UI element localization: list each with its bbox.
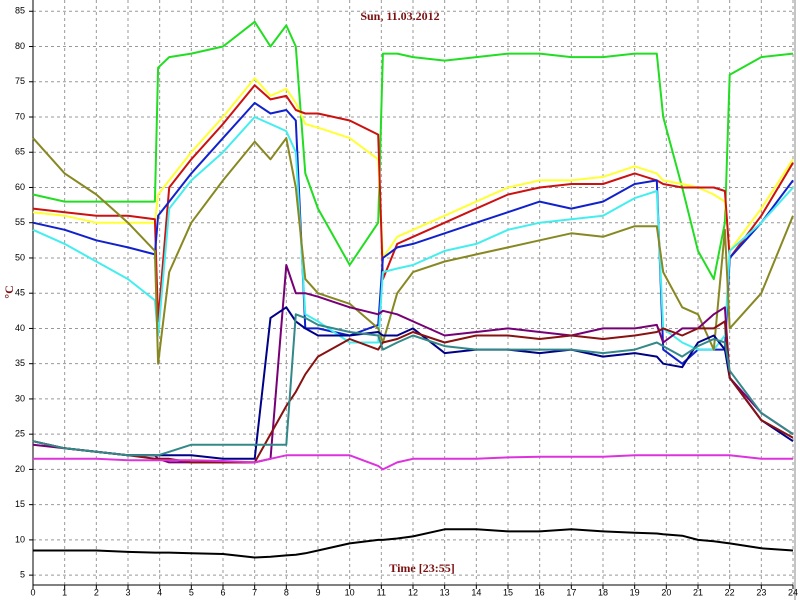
y-tick-label: 45	[15, 288, 25, 298]
x-tick-label: 14	[471, 587, 481, 597]
y-tick-label: 10	[15, 534, 25, 544]
y-tick-label: 20	[15, 464, 25, 474]
x-tick-label: 0	[30, 587, 35, 597]
chart-title: Sun, 11.03.2012	[360, 9, 439, 23]
y-tick-label: 80	[15, 41, 25, 51]
series-line	[32, 313, 794, 457]
y-tick-label: 30	[15, 393, 25, 403]
x-tick-label: 9	[315, 587, 320, 597]
y-tick-label: 85	[15, 6, 25, 16]
y-tick-label: 50	[15, 252, 25, 262]
series-line	[32, 20, 794, 281]
x-tick-label: 11	[377, 587, 386, 597]
y-tick-label: 75	[15, 76, 25, 86]
series-line	[32, 320, 794, 464]
y-tick-label: 70	[15, 111, 25, 121]
x-tick-label: 18	[598, 587, 608, 597]
series-line	[33, 528, 794, 559]
x-tick-label: 19	[630, 587, 640, 597]
y-axis-label: °C	[2, 285, 16, 298]
x-tick-label: 13	[440, 587, 450, 597]
series-line	[32, 306, 794, 460]
x-tick-label: 12	[408, 587, 418, 597]
y-tick-label: 40	[15, 323, 25, 333]
series-line	[32, 84, 794, 323]
x-tick-label: 23	[756, 587, 766, 597]
series-line	[33, 454, 793, 471]
y-tick-label: 55	[15, 217, 25, 227]
y-tick-label: 65	[15, 147, 25, 157]
y-tick-label: 5	[20, 570, 25, 580]
x-axis-label: Time [23:55]	[389, 561, 454, 575]
x-tick-label: 16	[535, 587, 545, 597]
x-tick-label: 15	[503, 587, 513, 597]
y-tick-label: 15	[15, 499, 25, 509]
x-tick-label: 20	[661, 587, 671, 597]
x-tick-label: 22	[725, 587, 735, 597]
x-tick-label: 10	[345, 587, 355, 597]
series-line	[32, 116, 794, 351]
x-tick-label: 4	[157, 587, 162, 597]
x-tick-label: 8	[284, 587, 289, 597]
x-tick-label: 2	[94, 587, 99, 597]
y-tick-label: 35	[15, 358, 25, 368]
x-tick-label: 1	[62, 587, 67, 597]
x-tick-label: 3	[125, 587, 130, 597]
series-line	[32, 137, 794, 365]
x-tick-label: 17	[566, 587, 576, 597]
y-tick-label: 25	[15, 429, 25, 439]
series-line	[32, 264, 794, 464]
x-tick-label: 7	[252, 587, 257, 597]
y-tick-label: 60	[15, 182, 25, 192]
x-tick-label: 6	[220, 587, 225, 597]
x-tick-label: 21	[693, 587, 703, 597]
x-tick-label: 24	[788, 587, 798, 597]
x-tick-label: 5	[189, 587, 194, 597]
series-line	[32, 77, 794, 259]
